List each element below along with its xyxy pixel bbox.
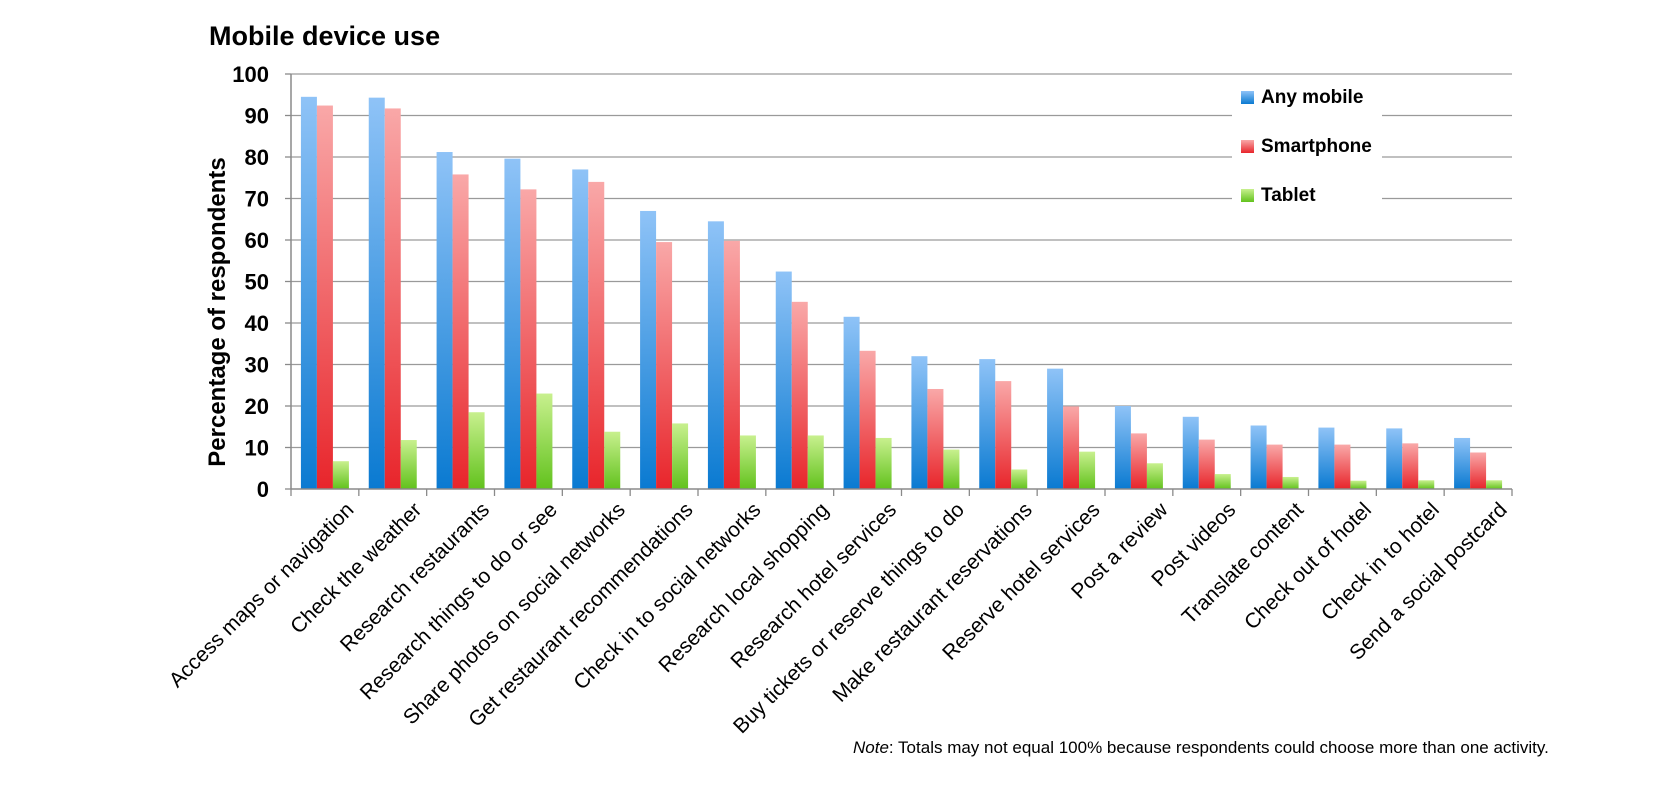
bar-any-mobile xyxy=(572,169,589,489)
bar-any-mobile xyxy=(1250,425,1267,489)
bar-any-mobile xyxy=(843,316,860,489)
x-tick-label: Check the weather xyxy=(286,498,426,638)
bar-tablet xyxy=(1486,480,1503,489)
bar-any-mobile xyxy=(504,158,521,489)
bar-tablet xyxy=(1418,480,1435,489)
bar-any-mobile xyxy=(911,356,928,489)
legend-swatch xyxy=(1241,91,1254,104)
x-tick-label: Check out of hotel xyxy=(1240,498,1376,634)
bar-any-mobile xyxy=(1047,368,1064,489)
axes xyxy=(290,74,1513,496)
bar-tablet xyxy=(332,461,349,489)
bar-smartphone xyxy=(1402,443,1419,489)
bar-tablet xyxy=(468,412,485,489)
bar-smartphone xyxy=(1198,439,1215,489)
bar-tablet xyxy=(1282,476,1299,489)
gridlines xyxy=(291,73,1512,449)
bar-any-mobile xyxy=(640,210,657,489)
bar-any-mobile xyxy=(368,97,385,489)
bar-tablet xyxy=(400,440,417,489)
bar-tablet xyxy=(1350,480,1367,489)
legend-label: Any mobile xyxy=(1261,87,1363,108)
bar-tablet xyxy=(1214,474,1231,489)
bar-smartphone xyxy=(452,174,469,489)
note-prefix: Note xyxy=(853,738,889,757)
y-tick-label: 70 xyxy=(245,187,269,212)
x-tick-label: Check in to hotel xyxy=(1317,498,1444,625)
bar-smartphone xyxy=(520,189,537,489)
y-tick-label: 100 xyxy=(232,62,269,87)
bar-any-mobile xyxy=(707,221,724,489)
y-axis-label: Percentage of respondents xyxy=(204,157,231,466)
bar-smartphone xyxy=(723,240,740,489)
bar-any-mobile xyxy=(775,271,792,489)
bar-any-mobile xyxy=(436,152,453,489)
y-tick-label: 80 xyxy=(245,145,269,170)
bar-smartphone xyxy=(927,388,944,489)
bar-tablet xyxy=(672,423,689,489)
y-tick-label: 30 xyxy=(245,353,269,378)
bar-smartphone xyxy=(995,381,1012,489)
bar-smartphone xyxy=(1063,406,1080,489)
bar-tablet xyxy=(807,435,824,489)
bar-tablet xyxy=(943,449,960,489)
legend-box xyxy=(1232,79,1382,209)
bar-any-mobile xyxy=(979,359,996,489)
legend-label: Tablet xyxy=(1261,185,1316,206)
bar-any-mobile xyxy=(1318,427,1335,489)
bar-tablet xyxy=(1079,451,1096,489)
bar-smartphone xyxy=(1130,433,1147,489)
note-text: : Totals may not equal 100% because resp… xyxy=(889,738,1549,757)
bar-tablet xyxy=(1011,469,1028,489)
bar-smartphone xyxy=(656,242,673,489)
bar-smartphone xyxy=(1266,444,1283,489)
chart-note: Note: Totals may not equal 100% because … xyxy=(853,738,1549,757)
bar-tablet xyxy=(604,431,621,489)
bar-any-mobile xyxy=(1386,428,1403,489)
bars xyxy=(300,96,1503,489)
bar-smartphone xyxy=(859,350,876,489)
y-tick-label: 50 xyxy=(245,270,269,295)
bar-smartphone xyxy=(791,301,808,489)
bar-tablet xyxy=(875,437,892,489)
bar-smartphone xyxy=(1334,444,1351,489)
bar-smartphone xyxy=(1470,452,1487,489)
bar-any-mobile xyxy=(1182,416,1199,489)
y-tick-label: 0 xyxy=(257,477,269,502)
legend-label: Smartphone xyxy=(1261,136,1372,157)
bar-smartphone xyxy=(316,105,333,489)
bar-any-mobile xyxy=(1114,406,1131,489)
chart-title: Mobile device use xyxy=(209,21,440,51)
y-tick-label: 90 xyxy=(245,104,269,129)
bar-any-mobile xyxy=(300,96,317,489)
bar-smartphone xyxy=(384,108,401,489)
y-axis-ticks: 0 10 20 30 40 50 60 70 80 90 100 xyxy=(232,62,291,502)
y-tick-label: 10 xyxy=(245,436,269,461)
bar-any-mobile xyxy=(1454,437,1471,489)
legend: Any mobile Smartphone Tablet xyxy=(1232,79,1382,209)
bar-tablet xyxy=(536,393,553,489)
legend-swatch xyxy=(1241,189,1254,202)
bar-smartphone xyxy=(588,181,605,489)
y-tick-label: 20 xyxy=(245,394,269,419)
y-tick-label: 60 xyxy=(245,228,269,253)
bar-tablet xyxy=(739,435,756,489)
y-tick-label: 40 xyxy=(245,311,269,336)
bar-tablet xyxy=(1146,463,1163,489)
x-tick-label: Translate content xyxy=(1178,498,1309,629)
legend-swatch xyxy=(1241,140,1254,153)
